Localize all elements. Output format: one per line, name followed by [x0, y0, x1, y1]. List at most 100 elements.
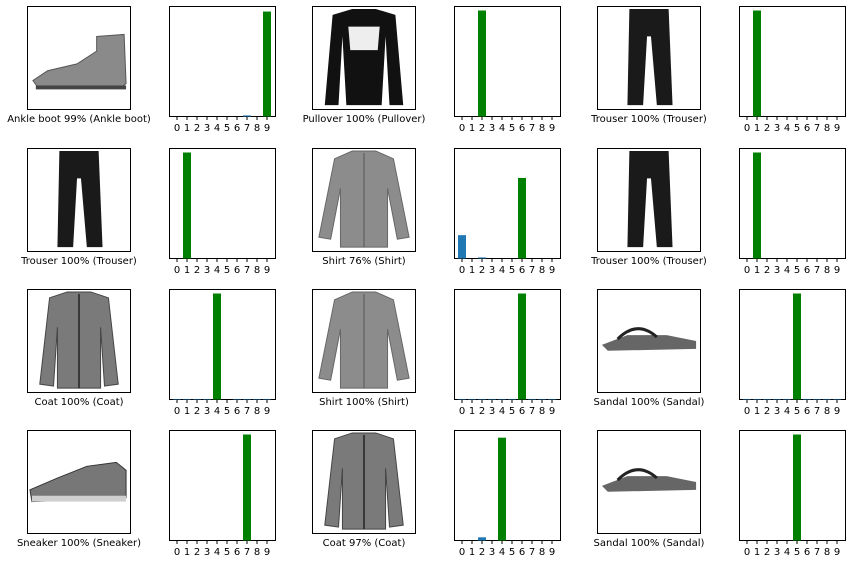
image-caption: Trouser 100% (Trouser): [591, 256, 707, 267]
x-tick-label: 9: [549, 123, 555, 134]
sandal-image: [597, 289, 701, 393]
x-tick-label: 2: [194, 406, 200, 417]
x-tick-label: 3: [489, 123, 495, 134]
bar-9: [548, 398, 556, 400]
pullover-image: [312, 6, 416, 110]
x-tick-label: 6: [804, 123, 810, 134]
x-tick-label: 6: [519, 406, 525, 417]
x-tick-label: 4: [784, 406, 790, 417]
x-tick-label: 6: [519, 123, 525, 134]
x-tick-label: 9: [834, 123, 840, 134]
shirt-image: [312, 148, 416, 252]
x-tick-label: 3: [489, 406, 495, 417]
plot-frame: [454, 148, 561, 259]
x-tick-label: 2: [479, 406, 485, 417]
bar-2: [193, 398, 201, 400]
x-tick-label: 9: [264, 265, 270, 276]
x-tick-label: 1: [754, 547, 760, 558]
x-tick-label: 3: [489, 547, 495, 558]
bar-1: [753, 398, 761, 400]
x-tick-label: 0: [744, 265, 750, 276]
x-tick-label: 3: [204, 123, 210, 134]
bar-6: [233, 398, 241, 400]
plot-frame: [454, 289, 561, 400]
bar-8: [538, 398, 546, 400]
bar-5: [793, 434, 801, 541]
x-tick-label: 2: [194, 547, 200, 558]
x-tick-label: 2: [764, 265, 770, 276]
x-tick-label: 5: [509, 547, 515, 558]
x-tick-label: 3: [774, 547, 780, 558]
image-caption: Coat 100% (Coat): [34, 397, 124, 408]
x-tick-label: 8: [539, 547, 545, 558]
bar-4: [498, 398, 506, 400]
plot-frame: [169, 430, 276, 541]
bar-6: [803, 398, 811, 400]
x-tick-label: 0: [459, 547, 465, 558]
bar-8: [253, 398, 261, 400]
x-tick-label: 3: [774, 265, 780, 276]
x-tick-label: 8: [824, 265, 830, 276]
trouser-image: [27, 148, 131, 252]
bar-7: [528, 398, 536, 400]
plot-frame: [454, 6, 561, 117]
image-caption: Sandal 100% (Sandal): [593, 538, 705, 549]
x-tick-label: 0: [459, 265, 465, 276]
x-tick-label: 5: [794, 265, 800, 276]
plot-frame: [169, 6, 276, 117]
bar-0: [173, 398, 181, 400]
x-tick-label: 9: [549, 406, 555, 417]
x-tick-label: 8: [254, 406, 260, 417]
x-tick-label: 8: [539, 123, 545, 134]
bar-1: [753, 152, 761, 259]
x-tick-label: 0: [744, 123, 750, 134]
image-caption: Pullover 100% (Pullover): [302, 114, 426, 125]
x-tick-label: 5: [794, 406, 800, 417]
x-tick-label: 3: [204, 547, 210, 558]
x-tick-label: 1: [184, 547, 190, 558]
x-tick-label: 4: [499, 406, 505, 417]
x-tick-label: 0: [174, 123, 180, 134]
x-tick-label: 9: [834, 547, 840, 558]
bar-4: [498, 437, 506, 541]
x-tick-label: 7: [244, 406, 250, 417]
x-tick-label: 3: [489, 265, 495, 276]
x-tick-label: 0: [174, 406, 180, 417]
x-tick-label: 6: [234, 123, 240, 134]
x-tick-label: 7: [529, 406, 535, 417]
x-tick-label: 9: [834, 406, 840, 417]
bar-3: [488, 398, 496, 400]
x-tick-label: 8: [824, 123, 830, 134]
x-tick-label: 1: [754, 406, 760, 417]
x-tick-label: 4: [499, 547, 505, 558]
x-tick-label: 4: [214, 547, 220, 558]
x-tick-label: 0: [174, 265, 180, 276]
bar-7: [243, 398, 251, 400]
plot-frame: [739, 430, 846, 541]
x-tick-label: 7: [244, 265, 250, 276]
x-tick-label: 4: [784, 123, 790, 134]
x-tick-label: 3: [774, 123, 780, 134]
x-tick-label: 4: [784, 265, 790, 276]
x-tick-label: 0: [459, 123, 465, 134]
image-caption: Shirt 100% (Shirt): [319, 397, 409, 408]
x-tick-label: 5: [794, 123, 800, 134]
x-tick-label: 2: [479, 265, 485, 276]
x-tick-label: 9: [264, 406, 270, 417]
x-tick-label: 9: [834, 265, 840, 276]
x-tick-label: 5: [794, 547, 800, 558]
x-tick-label: 1: [469, 265, 475, 276]
plot-frame: [739, 289, 846, 400]
x-tick-label: 6: [519, 265, 525, 276]
x-tick-label: 4: [499, 265, 505, 276]
x-tick-label: 0: [174, 547, 180, 558]
x-tick-label: 3: [204, 406, 210, 417]
